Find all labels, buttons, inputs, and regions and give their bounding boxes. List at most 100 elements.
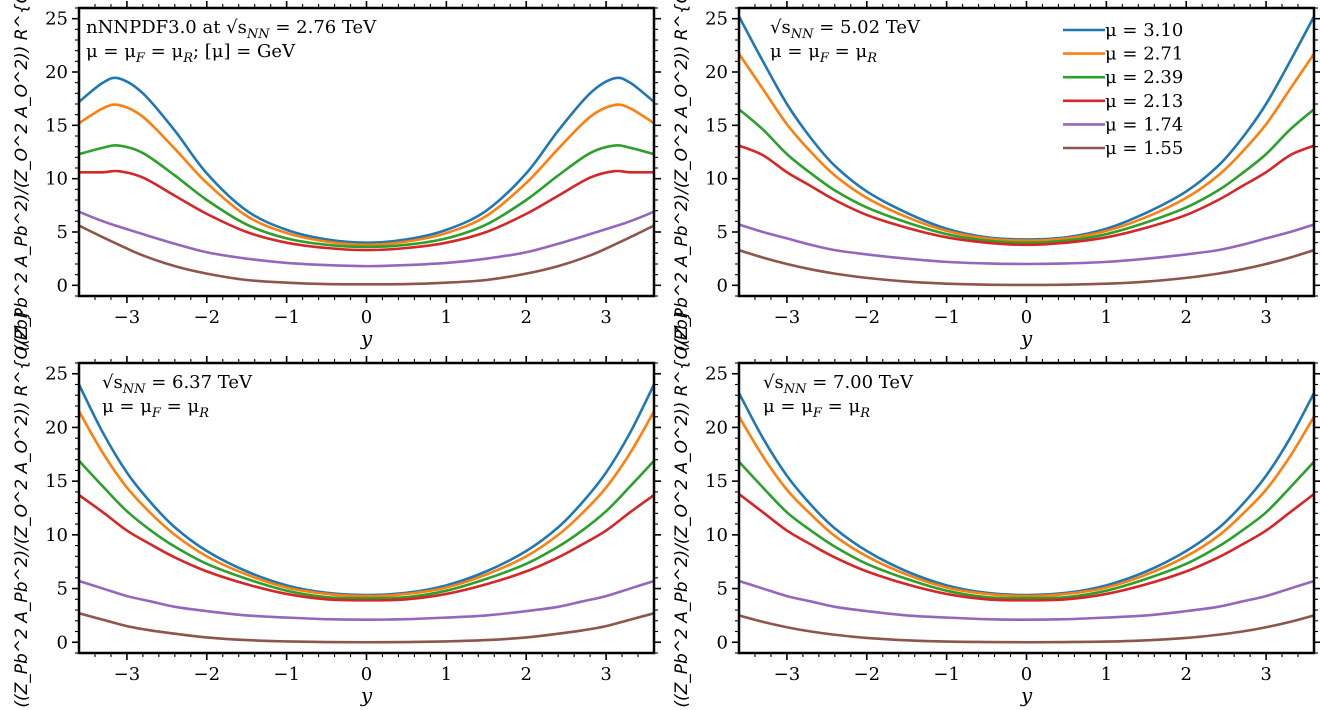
legend-label-4: μ = 1.74 xyxy=(1105,114,1183,135)
series-line-2 xyxy=(79,144,654,249)
legend-label-2: μ = 2.39 xyxy=(1105,67,1183,88)
annotation-line-0: nNNPDF3.0 at √sNN = 2.76 TeV xyxy=(86,17,377,42)
x-tick-label: 0 xyxy=(1021,664,1032,685)
x-tick-label: 1 xyxy=(441,664,452,685)
series-line-1 xyxy=(739,416,1314,598)
annotation-line-0: √sNN = 5.02 TeV xyxy=(770,17,921,42)
series-line-2 xyxy=(739,460,1314,600)
y-tick-label: 10 xyxy=(45,525,68,546)
series-line-0 xyxy=(739,15,1314,241)
y-tick-label: 15 xyxy=(705,115,728,136)
series-line-5 xyxy=(79,224,654,286)
x-tick-label: −1 xyxy=(933,664,960,685)
legend-label-3: μ = 2.13 xyxy=(1105,91,1183,112)
series-line-4 xyxy=(79,210,654,268)
x-tick-label: −2 xyxy=(194,307,221,328)
x-tick-label: 3 xyxy=(1260,307,1271,328)
series-line-3 xyxy=(79,169,654,252)
y-axis-label: ((Z_Pb^2 A_Pb^2)/(Z_O^2 A_O^2)) R^{O/Pb} xyxy=(672,0,692,352)
y-tick-label: 15 xyxy=(45,471,68,492)
annotation-line-1: μ = μF = μR; [μ] = GeV xyxy=(86,41,296,66)
y-tick-label: 20 xyxy=(705,417,728,438)
legend-label-1: μ = 2.71 xyxy=(1105,44,1183,65)
series-group xyxy=(79,76,654,286)
series-group xyxy=(739,392,1314,644)
series-group xyxy=(79,383,654,644)
panel-bottom-left: −3 −2 −1 0 1 2 3 0 5 10 15 20 25 y ((Z_Pb^2 A_Pb^2)/(Z… xyxy=(12,308,661,708)
y-tick-label: 25 xyxy=(45,9,68,30)
y-tick-label: 20 xyxy=(705,62,728,83)
series-line-1 xyxy=(739,53,1314,242)
x-axis-label: y xyxy=(1020,683,1033,707)
x-tick-label: 3 xyxy=(600,307,611,328)
annotation-line-0: √sNN = 6.37 TeV xyxy=(102,372,253,397)
x-tick-label: −1 xyxy=(273,664,300,685)
y-tick-label: 5 xyxy=(717,222,728,243)
y-tick-label: 25 xyxy=(705,364,728,385)
x-tick-label: 0 xyxy=(361,307,372,328)
y-tick-label: 15 xyxy=(705,471,728,492)
x-tick-label: 1 xyxy=(1101,307,1112,328)
series-line-4 xyxy=(739,223,1314,266)
series-line-3 xyxy=(739,144,1314,247)
x-tick-label: 2 xyxy=(520,664,531,685)
series-line-4 xyxy=(739,579,1314,621)
annotation-line-1: μ = μF = μR xyxy=(102,396,209,421)
y-tick-label: 0 xyxy=(717,632,728,653)
y-tick-label: 10 xyxy=(705,169,728,190)
panel-top-right: −3 −2 −1 0 1 2 3 0 5 10 15 20 25 y ((Z_Pb^2 A_Pb^2)/(Z… xyxy=(672,0,1320,352)
y-tick-label: 15 xyxy=(45,115,68,136)
x-axis-label: y xyxy=(360,683,373,707)
series-line-2 xyxy=(79,459,654,600)
legend-label-0: μ = 3.10 xyxy=(1105,20,1183,41)
x-tick-label: 1 xyxy=(441,307,452,328)
annotation-line-0: √sNN = 7.00 TeV xyxy=(763,372,914,397)
y-tick-label: 10 xyxy=(705,525,728,546)
series-line-2 xyxy=(739,108,1314,244)
x-tick-label: 2 xyxy=(1180,307,1191,328)
annotation-line-1: μ = μF = μR xyxy=(763,396,870,421)
x-tick-label: −3 xyxy=(114,307,141,328)
series-line-4 xyxy=(79,579,654,621)
y-axis-label: ((Z_Pb^2 A_Pb^2)/(Z_O^2 A_O^2)) R^{O/Pb} xyxy=(12,0,32,352)
annotation-line-1: μ = μF = μR xyxy=(770,41,877,66)
x-axis-label: y xyxy=(1020,326,1033,350)
x-tick-label: −3 xyxy=(774,307,801,328)
x-tick-label: −1 xyxy=(273,307,300,328)
series-line-5 xyxy=(739,248,1314,287)
x-tick-label: 1 xyxy=(1101,664,1112,685)
legend: μ = 3.10 μ = 2.71μ = 2.39 μ = 2.13μ = 1.74… xyxy=(1063,20,1183,159)
x-tick-label: −2 xyxy=(854,307,881,328)
x-tick-label: −3 xyxy=(774,664,801,685)
x-tick-label: −2 xyxy=(194,664,221,685)
x-tick-label: 2 xyxy=(1180,664,1191,685)
x-tick-label: 2 xyxy=(520,307,531,328)
y-axis-label: ((Z_Pb^2 A_Pb^2)/(Z_O^2 A_O^2)) R^{O/Pb} xyxy=(672,308,692,707)
y-tick-label: 25 xyxy=(45,364,68,385)
x-tick-label: 3 xyxy=(600,664,611,685)
series-line-5 xyxy=(79,612,654,644)
series-line-3 xyxy=(739,493,1314,602)
legend-label-5: μ = 1.55 xyxy=(1105,138,1183,159)
y-tick-label: 0 xyxy=(57,275,68,296)
series-line-1 xyxy=(79,410,654,598)
y-tick-label: 20 xyxy=(45,417,68,438)
series-line-1 xyxy=(79,103,654,247)
y-tick-label: 10 xyxy=(45,169,68,190)
y-tick-label: 25 xyxy=(705,9,728,30)
x-tick-label: −2 xyxy=(854,664,881,685)
y-tick-label: 5 xyxy=(57,222,68,243)
x-tick-label: −1 xyxy=(933,307,960,328)
x-tick-label: 3 xyxy=(1260,664,1271,685)
y-tick-label: 0 xyxy=(57,632,68,653)
y-tick-label: 0 xyxy=(717,275,728,296)
series-group xyxy=(739,15,1314,287)
x-tick-label: 0 xyxy=(1021,307,1032,328)
series-line-0 xyxy=(739,392,1314,597)
y-tick-label: 20 xyxy=(45,62,68,83)
panel-top-left: −3 −2 −1 0 1 2 3 0 5 10 15 20 25 y ((Z_Pb^2 A_Pb^2)/(Z… xyxy=(12,0,661,352)
y-tick-label: 5 xyxy=(57,579,68,600)
x-tick-label: −3 xyxy=(114,664,141,685)
y-axis-label: ((Z_Pb^2 A_Pb^2)/(Z_O^2 A_O^2)) R^{O/Pb} xyxy=(12,308,32,707)
